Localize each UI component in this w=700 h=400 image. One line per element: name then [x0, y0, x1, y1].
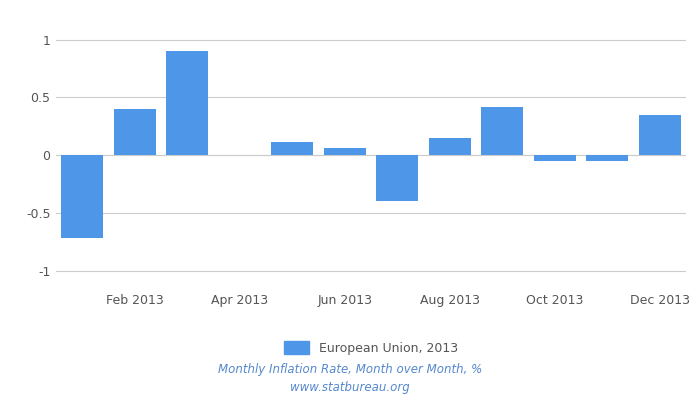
Bar	[323, 148, 365, 155]
Bar	[587, 155, 629, 161]
Bar	[533, 155, 575, 161]
Legend: European Union, 2013: European Union, 2013	[284, 341, 458, 355]
Bar	[377, 155, 419, 201]
Bar	[272, 142, 314, 155]
Bar	[113, 109, 155, 155]
Text: Monthly Inflation Rate, Month over Month, %: Monthly Inflation Rate, Month over Month…	[218, 364, 482, 376]
Bar	[167, 51, 209, 155]
Bar	[428, 138, 470, 155]
Bar	[62, 155, 104, 238]
Text: www.statbureau.org: www.statbureau.org	[290, 382, 410, 394]
Bar	[638, 115, 680, 155]
Bar	[482, 106, 524, 155]
